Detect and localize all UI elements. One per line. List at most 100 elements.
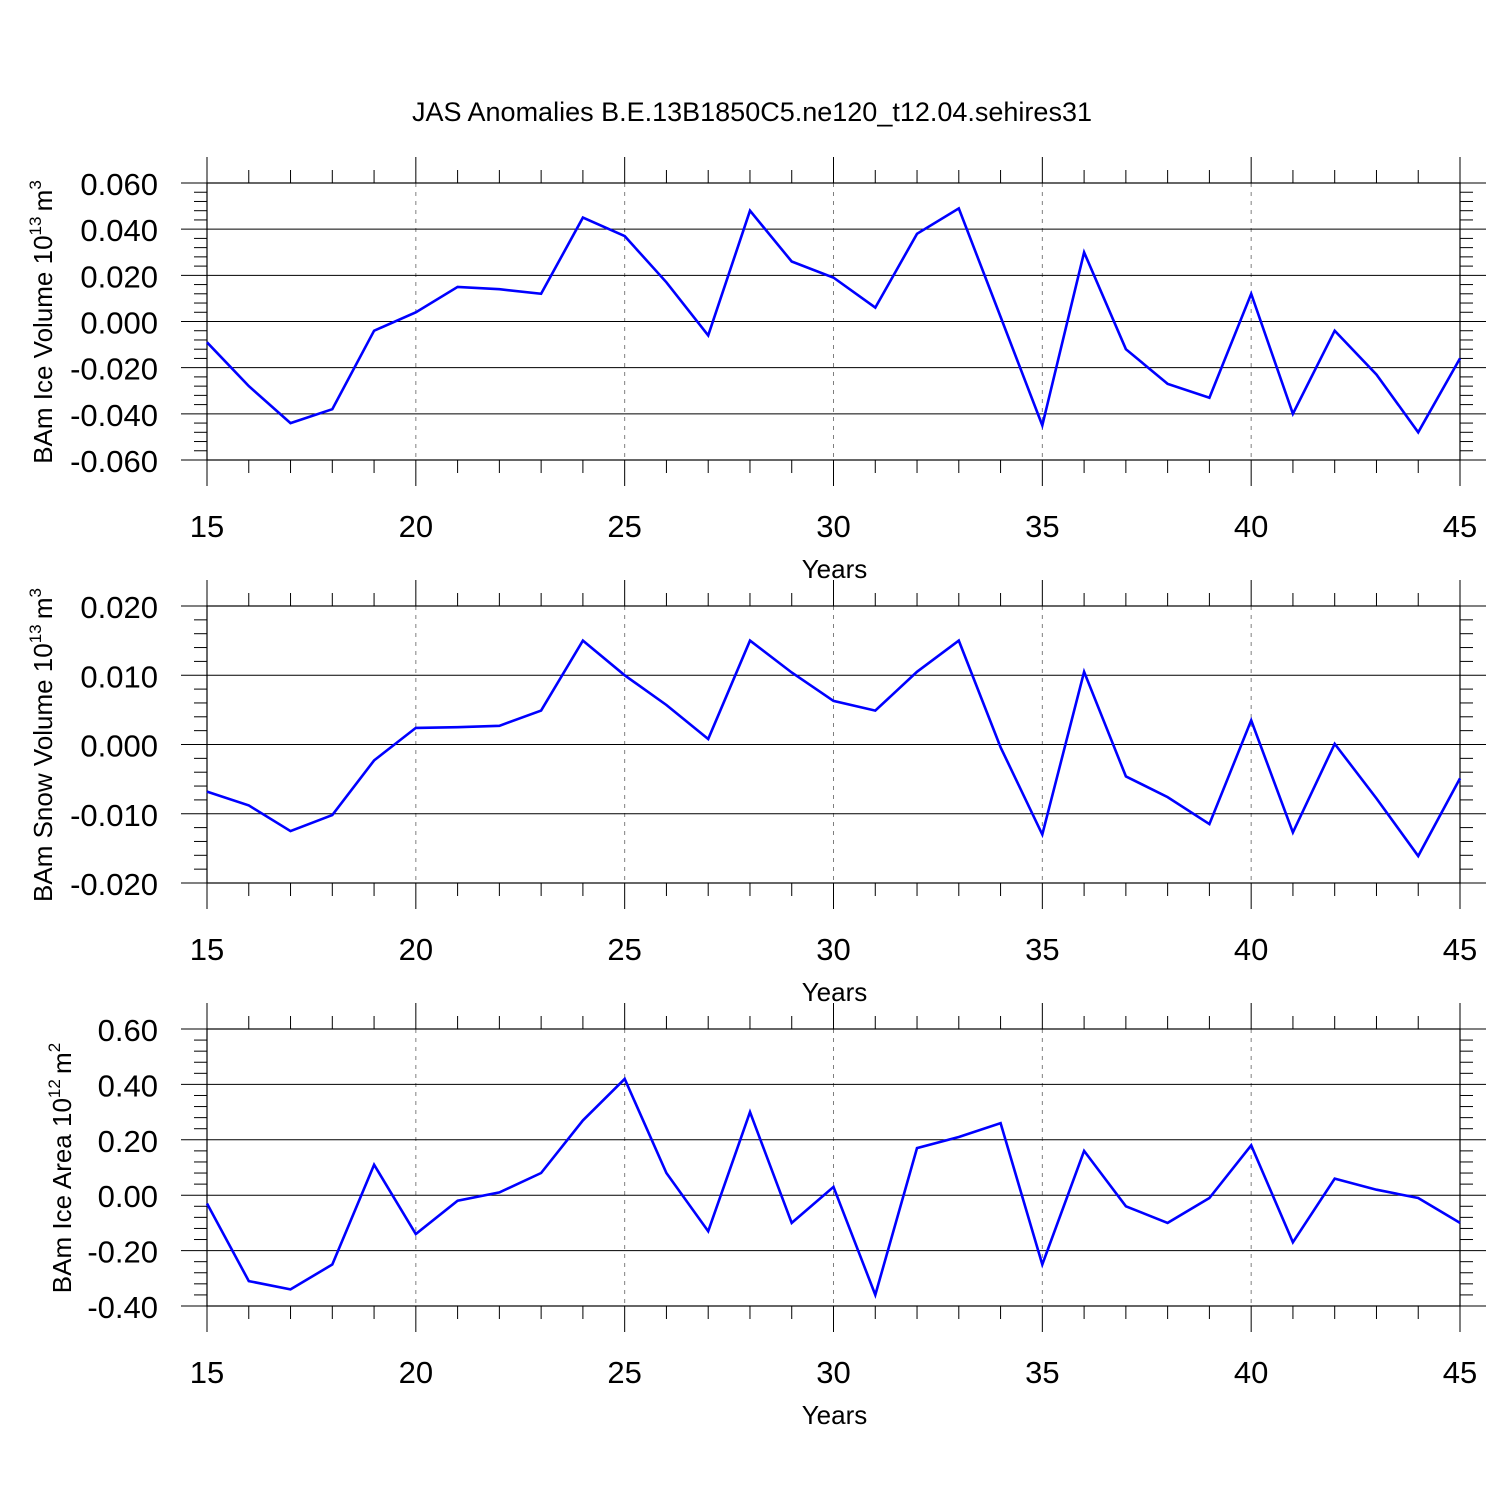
data-point <box>415 1233 417 1235</box>
y-tick-label: -0.010 <box>70 798 158 833</box>
data-point <box>1083 251 1085 253</box>
data-point <box>707 738 709 740</box>
y-tick-label: 0.020 <box>80 590 158 625</box>
data-point <box>999 746 1001 748</box>
y-tick-label: 0.000 <box>80 306 158 341</box>
data-point <box>916 233 918 235</box>
data-point <box>665 281 667 283</box>
data-point <box>1459 357 1461 359</box>
data-point <box>248 385 250 387</box>
data-point <box>1292 413 1294 415</box>
data-point <box>1250 1144 1252 1146</box>
data-point <box>791 260 793 262</box>
data-point <box>874 709 876 711</box>
data-point <box>1292 831 1294 833</box>
data-point <box>1375 1188 1377 1190</box>
data-point <box>623 235 625 237</box>
data-point <box>623 674 625 676</box>
data-point <box>1166 383 1168 385</box>
data-point <box>582 639 584 641</box>
y-tick-label: -0.020 <box>70 352 158 387</box>
y-tick-label: -0.040 <box>70 398 158 433</box>
x-tick-label: 45 <box>1443 509 1477 544</box>
x-tick-label: 40 <box>1234 1355 1268 1390</box>
x-axis-label: Years <box>802 977 868 1007</box>
data-point <box>1334 330 1336 332</box>
data-point <box>958 207 960 209</box>
x-tick-label: 20 <box>399 1355 433 1390</box>
series-line <box>206 638 1462 859</box>
data-point <box>373 1164 375 1166</box>
data-point <box>958 1136 960 1138</box>
data-point <box>498 288 500 290</box>
x-tick-label: 20 <box>399 509 433 544</box>
data-point <box>1250 719 1252 721</box>
data-point <box>582 1119 584 1121</box>
y-axis-label: BAm Ice Volume 1013 m3 <box>26 180 58 464</box>
data-point <box>749 1111 751 1113</box>
y-tick-label: -0.060 <box>70 444 158 479</box>
y-tick-label: 0.60 <box>98 1013 158 1048</box>
data-point <box>1334 1177 1336 1179</box>
y-tick-label: 0.060 <box>80 167 158 202</box>
data-point <box>707 1230 709 1232</box>
data-point <box>1041 1263 1043 1265</box>
data-point <box>1292 1241 1294 1243</box>
y-tick-label: -0.40 <box>87 1290 158 1325</box>
data-point <box>206 790 208 792</box>
data-point <box>415 727 417 729</box>
data-point <box>456 286 458 288</box>
y-tick-label: 0.20 <box>98 1124 158 1159</box>
y-tick-label: 0.00 <box>98 1179 158 1214</box>
data-point <box>289 1288 291 1290</box>
data-point <box>1125 775 1127 777</box>
data-point <box>749 210 751 212</box>
data-point <box>958 639 960 641</box>
data-point <box>498 725 500 727</box>
panels-container: 0.060 0.040 0.020 0.000 -0.020 -0.040 -0.060 15… <box>26 157 1486 1430</box>
x-tick-label: 30 <box>816 509 850 544</box>
x-tick-label: 25 <box>607 509 641 544</box>
y-axis-label: BAm Snow Volume 1013 m3 <box>26 588 58 902</box>
y-tick-label: 0.040 <box>80 213 158 248</box>
data-point <box>1375 797 1377 799</box>
data-point <box>665 1172 667 1174</box>
panel-3: 0.60 0.40 0.20 0.00 -0.20 -0.40 15 20 25 30 35 40 45… <box>45 1003 1486 1430</box>
data-point <box>623 1078 625 1080</box>
data-point <box>289 830 291 832</box>
x-tick-label: 25 <box>607 932 641 967</box>
data-point <box>1375 373 1377 375</box>
data-point <box>1041 833 1043 835</box>
x-tick-label: 45 <box>1443 932 1477 967</box>
data-point <box>373 759 375 761</box>
data-point <box>707 334 709 336</box>
data-point <box>874 306 876 308</box>
data-point <box>1166 796 1168 798</box>
x-tick-label: 35 <box>1025 509 1059 544</box>
data-point <box>206 1202 208 1204</box>
y-tick-label: 0.020 <box>80 259 158 294</box>
data-point <box>540 1172 542 1174</box>
data-point <box>1250 293 1252 295</box>
data-point <box>540 293 542 295</box>
data-point <box>206 341 208 343</box>
panel-2: 0.020 0.010 0.000 -0.010 -0.020 15 20 25 30 35 40 4… <box>26 580 1486 1007</box>
data-point <box>874 1294 876 1296</box>
data-point <box>916 1147 918 1149</box>
y-tick-label: 0.000 <box>80 729 158 764</box>
data-point <box>999 1122 1001 1124</box>
y-tick-label: -0.020 <box>70 867 158 902</box>
data-point <box>1417 1197 1419 1199</box>
data-point <box>1166 1222 1168 1224</box>
data-point <box>1208 1197 1210 1199</box>
data-point <box>331 1263 333 1265</box>
data-point <box>749 639 751 641</box>
data-point <box>1459 777 1461 779</box>
series-line <box>205 1076 1461 1299</box>
y-tick-label: -0.20 <box>87 1235 158 1270</box>
data-point <box>540 709 542 711</box>
x-tick-label: 15 <box>190 509 224 544</box>
data-point <box>1208 823 1210 825</box>
